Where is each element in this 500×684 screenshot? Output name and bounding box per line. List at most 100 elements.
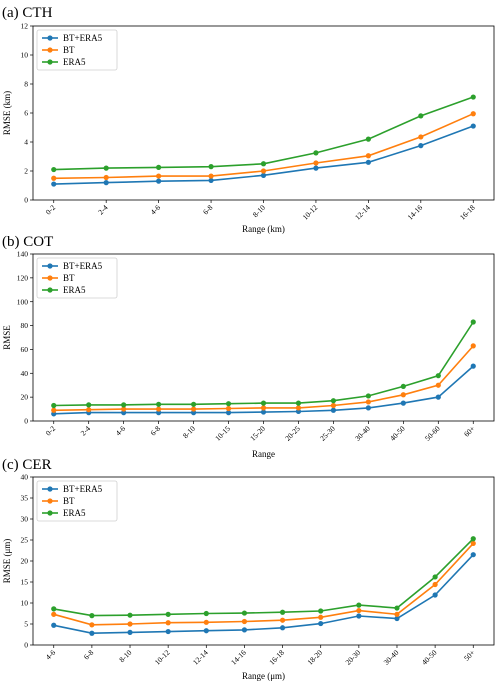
x-tick-label: 16-18 xyxy=(267,648,286,667)
data-point xyxy=(156,178,162,184)
data-point xyxy=(356,602,362,608)
data-point xyxy=(313,160,319,166)
data-point xyxy=(190,401,197,407)
legend-box xyxy=(36,480,118,522)
y-tick-label: 4 xyxy=(24,138,28,147)
chart-title: (b) COT xyxy=(2,234,53,250)
data-point xyxy=(318,614,324,620)
legend-marker xyxy=(47,275,53,281)
data-point xyxy=(400,383,406,390)
y-tick-label: 15 xyxy=(21,578,29,587)
data-point xyxy=(470,319,476,325)
series-bt-era5 xyxy=(51,363,476,417)
y-tick-label: 140 xyxy=(17,250,29,259)
data-point xyxy=(470,111,476,117)
x-tick-label: 4-6 xyxy=(44,648,58,662)
chart-panel-1: (a) CTH 0 2 4 6 8 10 12 0-2 2-4 4-6 6-8 8-10 10-12 12-… xyxy=(2,5,495,234)
legend-marker xyxy=(47,486,53,492)
legend-box xyxy=(36,257,118,299)
series-era5 xyxy=(51,94,476,173)
data-point xyxy=(165,611,171,617)
y-tick-label: 120 xyxy=(17,273,29,282)
data-point xyxy=(208,173,214,179)
x-tick-label: 40-50 xyxy=(388,424,407,443)
data-point xyxy=(330,398,337,404)
legend-marker xyxy=(47,498,53,504)
data-point xyxy=(365,153,371,159)
series-line xyxy=(53,554,474,635)
data-point xyxy=(156,401,162,407)
data-point xyxy=(165,620,171,626)
y-tick-label: 10 xyxy=(21,599,29,608)
series-line xyxy=(53,538,474,617)
data-point xyxy=(103,180,109,186)
y-tick-label: 40 xyxy=(21,473,29,482)
x-tick-label: 30-40 xyxy=(353,424,372,443)
data-point xyxy=(432,581,438,588)
data-point xyxy=(435,382,441,388)
y-tick-label: 100 xyxy=(17,297,29,306)
data-point xyxy=(435,373,441,379)
data-point xyxy=(295,408,302,415)
x-tick-label: 14-16 xyxy=(229,648,248,667)
data-point xyxy=(260,409,267,415)
data-point xyxy=(208,164,214,170)
data-point xyxy=(470,552,476,558)
legend-marker xyxy=(47,263,53,269)
series-bt xyxy=(51,111,476,181)
legend-box xyxy=(36,29,118,71)
data-point xyxy=(365,136,371,142)
data-point xyxy=(121,402,127,408)
data-point xyxy=(86,407,92,413)
data-point xyxy=(260,405,267,411)
series-era5 xyxy=(51,536,476,619)
data-point xyxy=(51,181,57,187)
x-tick-label: 50+ xyxy=(462,648,477,663)
data-point xyxy=(394,605,400,611)
x-tick-label: 16-18 xyxy=(458,203,477,222)
data-point xyxy=(313,150,319,156)
y-tick-label: 80 xyxy=(21,321,29,330)
data-point xyxy=(190,406,197,412)
chart-title: (a) CTH xyxy=(2,5,53,21)
y-tick-label: 6 xyxy=(24,109,28,118)
data-point xyxy=(156,410,162,416)
data-point xyxy=(51,606,57,612)
data-point xyxy=(295,405,302,411)
data-point xyxy=(156,164,162,170)
data-point xyxy=(260,172,267,178)
y-axis-label: RMSE (μm) xyxy=(2,539,12,584)
data-point xyxy=(470,123,476,129)
x-axis-label: Range (km) xyxy=(242,224,285,234)
data-point xyxy=(51,402,57,409)
x-tick-label: 0-2 xyxy=(44,203,58,217)
legend-marker xyxy=(47,47,53,53)
x-tick-label: 40-50 xyxy=(420,648,439,667)
data-point xyxy=(400,400,406,406)
x-tick-label: 6-8 xyxy=(149,424,163,438)
data-point xyxy=(156,173,162,179)
data-point xyxy=(89,630,95,636)
x-tick-label: 14-16 xyxy=(405,203,424,222)
x-axis-label: Range (μm) xyxy=(242,671,285,681)
data-point xyxy=(203,628,209,634)
data-point xyxy=(89,613,95,619)
series-bt-era5 xyxy=(51,123,476,187)
chart-panel-2: (b) COT 0 20 40 60 80 100 120 140 0-2 2-4 4-6 6-8 8-1… xyxy=(2,234,495,459)
legend-marker xyxy=(47,35,53,41)
data-point xyxy=(51,622,57,628)
data-point xyxy=(394,615,400,622)
legend-label: BT+ERA5 xyxy=(63,484,103,494)
x-tick-label: 8-10 xyxy=(117,648,133,664)
data-point xyxy=(432,574,438,580)
legend-marker xyxy=(47,59,53,65)
data-point xyxy=(225,401,232,407)
data-point xyxy=(127,629,133,636)
legend-label: BT xyxy=(63,496,75,506)
y-tick-label: 30 xyxy=(21,515,29,524)
data-point xyxy=(121,410,127,416)
series-line xyxy=(53,96,474,171)
x-tick-label: 10-15 xyxy=(213,424,232,443)
data-point xyxy=(432,592,438,598)
